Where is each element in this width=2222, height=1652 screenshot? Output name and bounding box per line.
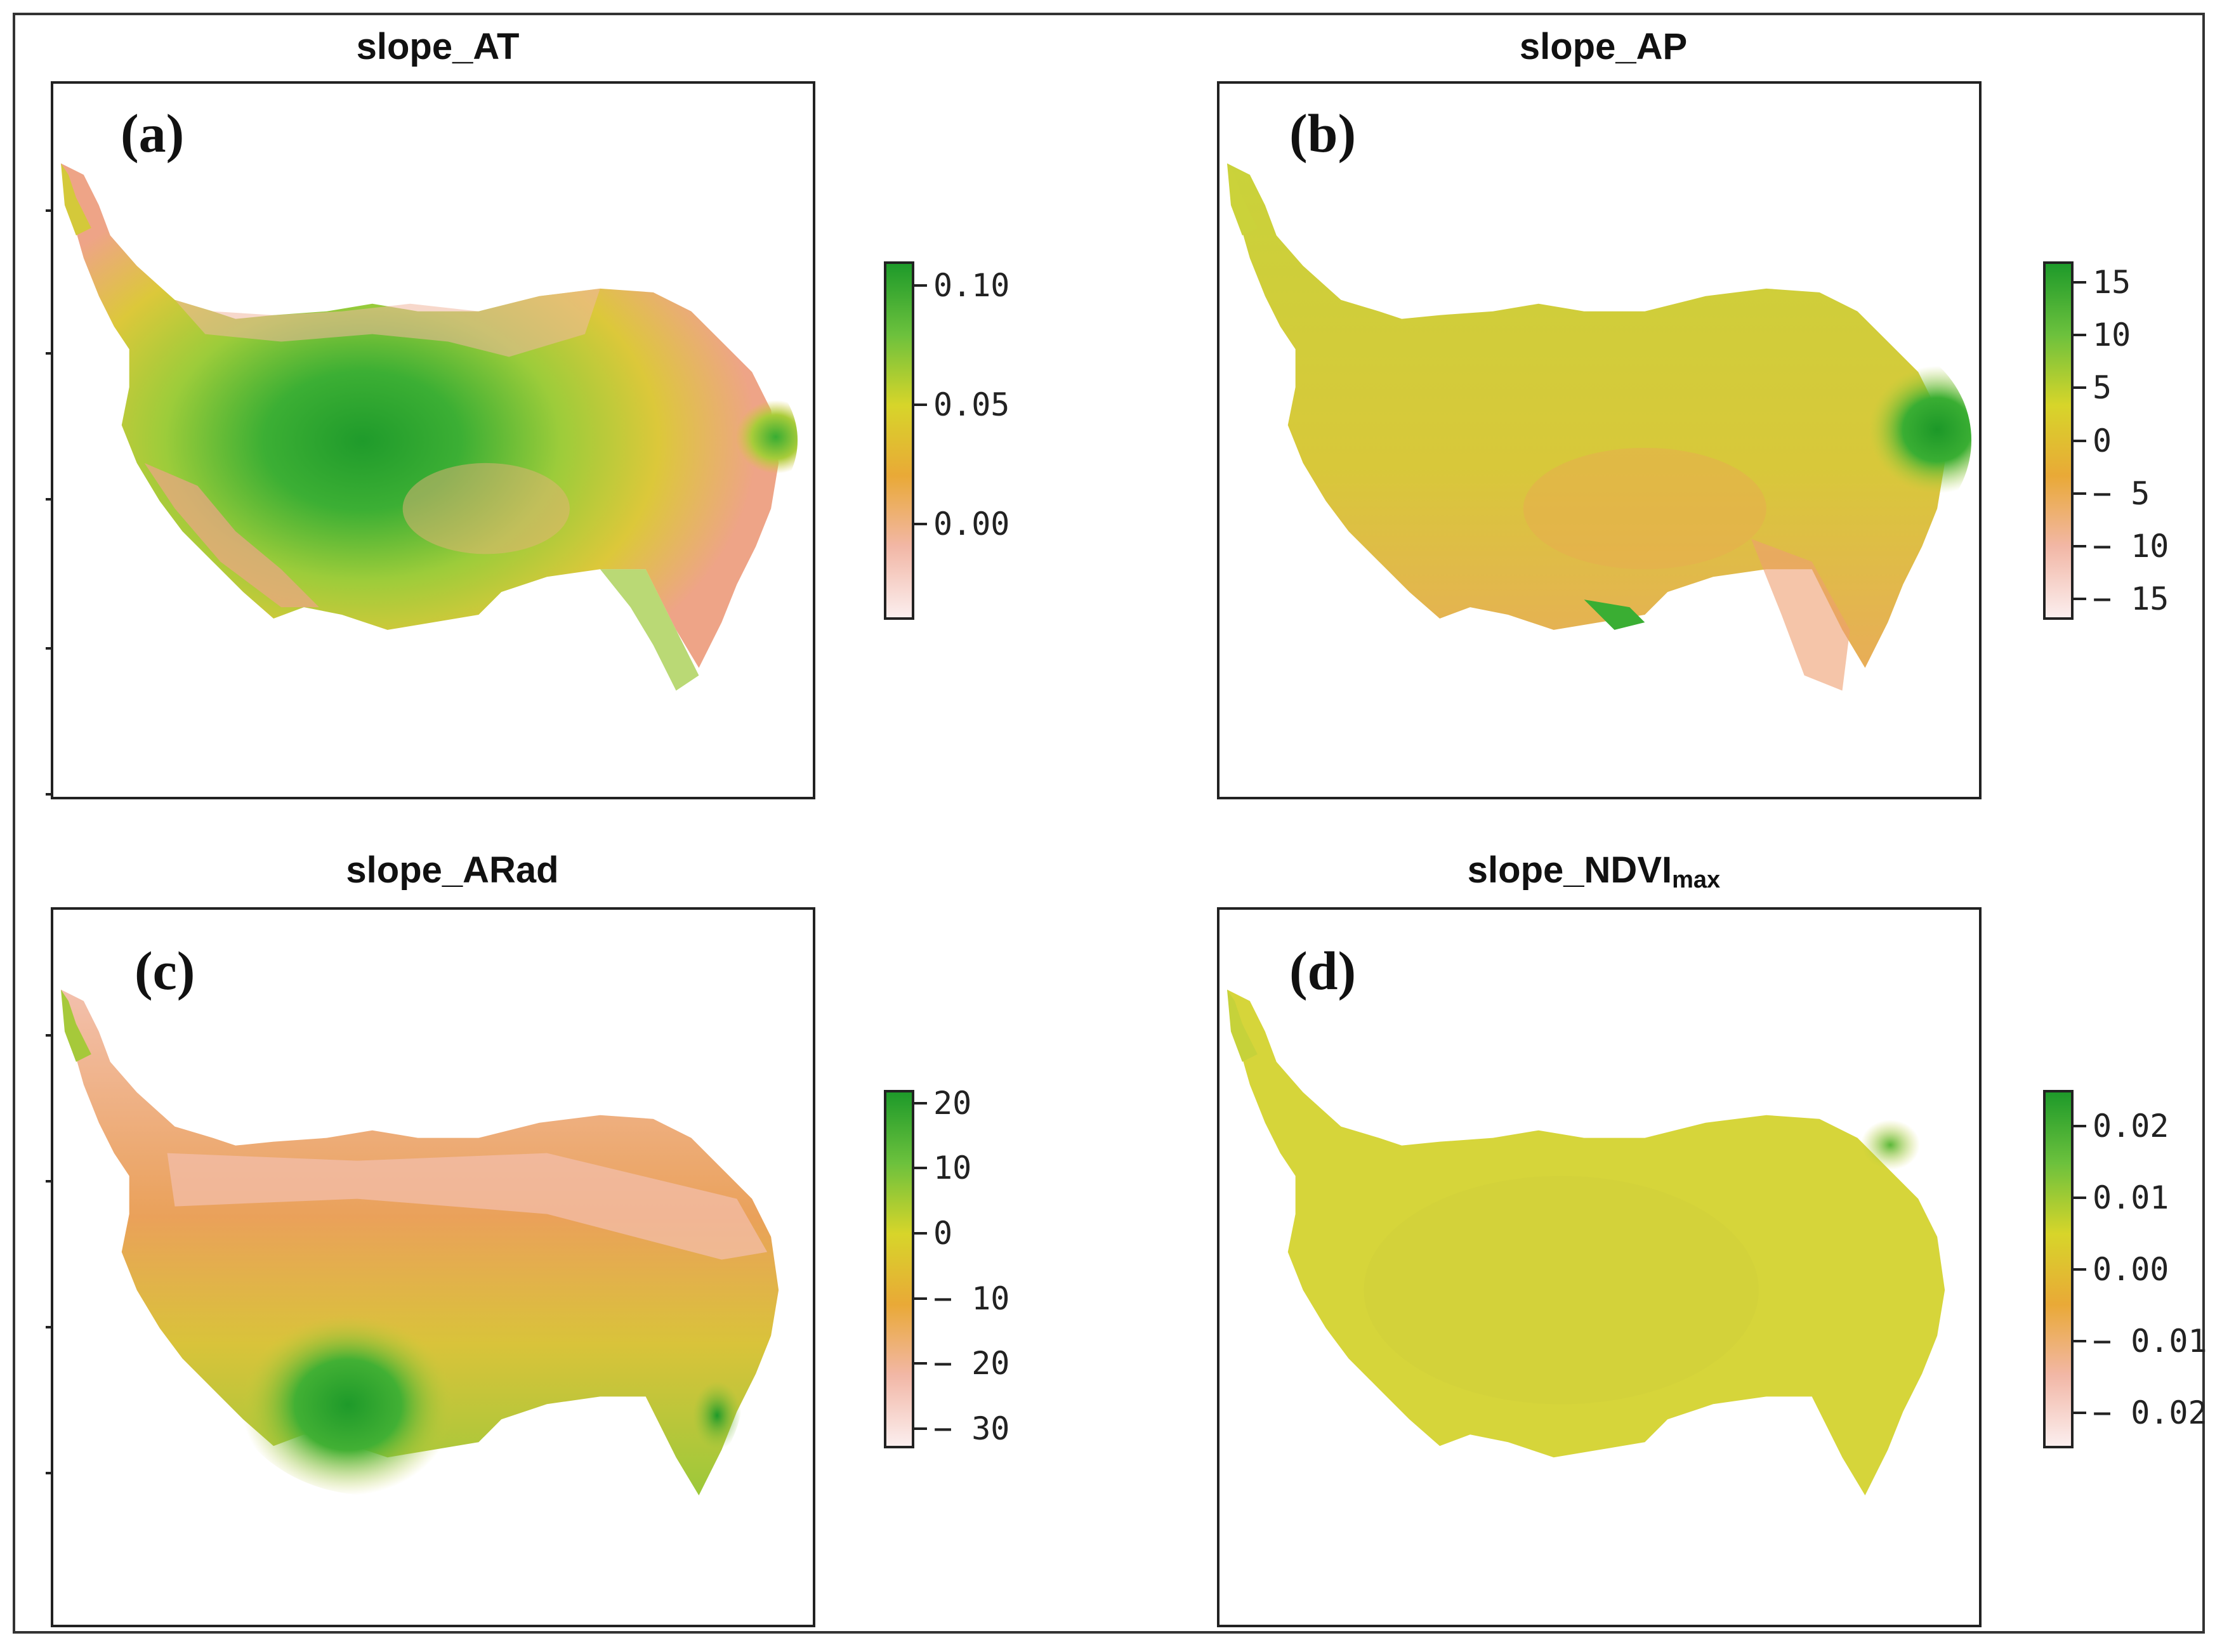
colorbar-tick-label: − 0.01	[2093, 1322, 2207, 1360]
colorbar-tick	[2072, 1124, 2086, 1127]
axis-tick	[46, 1180, 52, 1183]
figure-frame	[13, 13, 2205, 1634]
colorbar-tick-label: − 10	[933, 1280, 1010, 1317]
colorbar-tick-label: 0.02	[2093, 1107, 2169, 1144]
colorbar-tick	[2072, 439, 2086, 442]
colorbar-tick-label: 10	[2093, 317, 2131, 354]
colorbar-tick	[2072, 386, 2086, 390]
panel-a-map-canvas	[60, 163, 798, 691]
colorbar-tick-label: − 10	[2093, 527, 2169, 565]
panel-d-title: slope_NDVImax	[1468, 849, 1720, 894]
colorbar-tick	[2072, 1339, 2086, 1342]
colorbar-tick-label: 0.00	[2093, 1250, 2169, 1288]
panel-d-map-canvas	[1226, 989, 1945, 1496]
axis-tick	[46, 498, 52, 501]
colorbar-tick-label: 0	[2093, 422, 2112, 459]
axis-tick	[46, 352, 52, 355]
colorbar-tick	[913, 1427, 927, 1431]
panel-c-map-canvas	[60, 989, 779, 1496]
colorbar-tick-label: − 20	[933, 1345, 1010, 1382]
axis-tick	[46, 1472, 52, 1474]
colorbar-tick-label: 20	[933, 1084, 972, 1122]
colorbar-tick	[2072, 1196, 2086, 1199]
colorbar-tick	[2072, 597, 2086, 600]
colorbar-tick-label: 5	[2093, 369, 2112, 407]
panel-a-label: (a)	[121, 103, 185, 164]
colorbar-tick	[2072, 1268, 2086, 1271]
axis-tick	[46, 1034, 52, 1037]
colorbar-tick-label: 0.01	[2093, 1179, 2169, 1216]
panel-c-label: (c)	[135, 940, 195, 1001]
plateau-region-b	[1226, 163, 1972, 691]
colorbar-tick	[913, 403, 927, 406]
colorbar-tick	[913, 1297, 927, 1300]
colorbar-tick	[2072, 281, 2086, 284]
panel-b-colorbar	[2043, 261, 2074, 620]
panel-d-colorbar	[2043, 1090, 2074, 1448]
colorbar-tick-label: − 5	[2093, 475, 2150, 512]
panel-b-title: slope_AP	[1519, 26, 1688, 67]
colorbar-tick-label: 15	[2093, 264, 2131, 301]
axis-tick	[46, 647, 52, 650]
panel-d-title-main: slope_NDVI	[1467, 849, 1673, 891]
panel-c-title: slope_ARad	[346, 849, 559, 891]
colorbar-tick	[2072, 544, 2086, 547]
colorbar-tick-label: − 15	[2093, 580, 2169, 617]
colorbar-tick-label: 10	[933, 1150, 972, 1187]
panel-a-map	[51, 81, 815, 799]
colorbar-tick	[2072, 1411, 2086, 1414]
colorbar-tick-label: 0	[933, 1215, 953, 1252]
plateau-region-c	[60, 989, 779, 1496]
axis-tick	[46, 1326, 52, 1328]
colorbar-tick-label: 0.10	[933, 266, 1010, 304]
panel-b-map-canvas	[1226, 163, 1972, 691]
panel-d-map	[1217, 907, 1982, 1627]
colorbar-tick-label: 0.00	[933, 506, 1010, 543]
colorbar-tick	[913, 523, 927, 526]
plateau-region-d	[1226, 989, 1945, 1496]
panel-b-map	[1217, 81, 1982, 799]
panel-d-title-sub: max	[1672, 867, 1721, 893]
colorbar-tick	[913, 1167, 927, 1170]
colorbar-tick-label: − 0.02	[2093, 1394, 2207, 1431]
colorbar-tick	[2072, 492, 2086, 495]
panel-c-map	[51, 907, 815, 1627]
colorbar-tick	[913, 1362, 927, 1365]
colorbar-tick-label: 0.05	[933, 386, 1010, 423]
axis-tick	[46, 209, 52, 212]
colorbar-tick	[913, 1101, 927, 1105]
panel-d-label: (d)	[1289, 940, 1357, 1001]
panel-a-title: slope_AT	[356, 26, 520, 67]
colorbar-tick	[913, 284, 927, 287]
panel-a-colorbar	[884, 261, 914, 620]
panel-c-colorbar	[884, 1090, 914, 1448]
colorbar-tick	[2072, 334, 2086, 337]
axis-tick	[46, 793, 52, 796]
plateau-region-a	[60, 163, 798, 691]
colorbar-tick-label: − 30	[933, 1410, 1010, 1448]
colorbar-tick	[913, 1232, 927, 1235]
panel-b-label: (b)	[1289, 103, 1357, 164]
